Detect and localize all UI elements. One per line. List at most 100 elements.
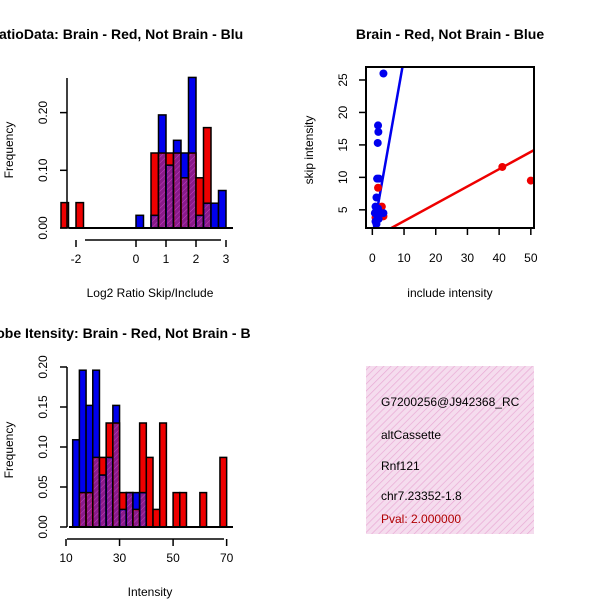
- not-brain-point: [374, 121, 383, 130]
- intensity-x-label: Intensity: [128, 585, 173, 599]
- overlap-hatch: [93, 458, 99, 527]
- not-brain-bar: [210, 202, 220, 229]
- not-brain-fit-line: [372, 67, 404, 228]
- brain-bar: [75, 201, 85, 229]
- brain-fit-line: [390, 148, 535, 228]
- overlap-hatch: [107, 458, 112, 527]
- y-tick-label: 0.20: [36, 101, 50, 125]
- overlap-hatch: [140, 493, 146, 527]
- x-tick-label: 10: [397, 251, 411, 265]
- not-brain-point: [372, 220, 381, 228]
- brain-bar: [152, 508, 161, 528]
- p-value: Pval: 2.000000: [381, 512, 461, 526]
- gene-name: Rnf121: [381, 459, 420, 473]
- info-panel-clip: G7200256@J942368_RC altCassette Rnf121 c…: [381, 395, 520, 526]
- intensity-y-label: Frequency: [2, 422, 16, 479]
- not-brain-point: [373, 138, 382, 147]
- overlap-hatch: [182, 178, 188, 228]
- brain-point: [498, 162, 507, 171]
- not-brain-point: [374, 127, 383, 136]
- intensity-chart-title: Probe Itensity: Brain - Red, Not Brain -…: [0, 325, 251, 341]
- scatter-plot-box: [365, 66, 535, 229]
- x-tick-label: 30: [461, 251, 475, 265]
- overlap-hatch: [159, 154, 165, 228]
- ratio-y-ticks: 0.00 0.10 0.20: [36, 101, 67, 240]
- overlap-hatch: [152, 216, 158, 228]
- overlap-hatch: [127, 493, 132, 527]
- x-tick-label: 0: [133, 252, 140, 266]
- brain-bar: [179, 491, 188, 528]
- brain-bar: [145, 456, 154, 528]
- genomic-location: chr7.23352-1.8: [381, 489, 462, 503]
- y-tick-label: 10: [336, 170, 350, 184]
- x-tick-label: 70: [220, 551, 234, 565]
- scatter-y-ticks: 5 10 15 20 25: [336, 73, 366, 213]
- not-brain-bar: [135, 214, 145, 229]
- scatter-y-label: skip intensity: [302, 116, 316, 185]
- brain-point: [374, 183, 383, 192]
- y-tick-label: 25: [336, 73, 350, 87]
- overlap-hatch: [204, 204, 210, 228]
- info-panel-hatch: [366, 366, 534, 534]
- x-tick-label: 0: [369, 251, 376, 265]
- probe-info-panel: G7200256@J942368_RC altCassette Rnf121 c…: [366, 366, 534, 534]
- brain-point: [526, 176, 535, 185]
- scatter-x-label: include intensity: [407, 286, 492, 300]
- y-tick-label: 5: [336, 206, 350, 213]
- intensity-x-ticks: 10 30 50 70: [59, 539, 234, 565]
- y-tick-label: 0.00: [36, 216, 50, 240]
- overlap-hatch: [174, 154, 180, 228]
- intensity-bars: [71, 369, 228, 528]
- x-tick-label: 2: [193, 252, 200, 266]
- ratio-histogram: RatioData: Brain - Red, Not Brain - Blu …: [0, 26, 243, 300]
- event-type: altCassette: [381, 428, 441, 442]
- y-tick-label: 0.05: [36, 475, 50, 499]
- overlap-hatch: [80, 493, 86, 527]
- ratio-x-label: Log2 Ratio Skip/Include: [87, 286, 214, 300]
- not-brain-bar: [71, 439, 81, 528]
- ratio-x-ticks: -2 0 1 2 3: [71, 240, 230, 266]
- x-tick-label: 50: [524, 251, 538, 265]
- x-tick-label: 20: [429, 251, 443, 265]
- scatter-chart-title: Brain - Red, Not Brain - Blue: [356, 26, 544, 42]
- probe-intensity-histogram: Probe Itensity: Brain - Red, Not Brain -…: [0, 325, 251, 599]
- x-tick-label: 50: [166, 551, 180, 565]
- x-tick-label: -2: [71, 252, 82, 266]
- y-tick-label: 0.10: [36, 435, 50, 459]
- y-tick-label: 0.10: [36, 158, 50, 182]
- x-tick-label: 30: [113, 551, 127, 565]
- not-brain-point: [379, 209, 388, 218]
- overlap-hatch: [133, 510, 139, 527]
- y-tick-label: 20: [336, 105, 350, 119]
- x-tick-label: 1: [163, 252, 170, 266]
- overlap-hatch: [120, 510, 126, 527]
- not-brain-point: [370, 209, 379, 218]
- brain-bar: [172, 491, 181, 528]
- scatter-fit-lines: [372, 67, 535, 228]
- ratio-bars: [60, 76, 227, 229]
- overlap-hatch: [167, 166, 173, 228]
- scatter-points: [370, 69, 535, 228]
- y-tick-label: 0.15: [36, 395, 50, 419]
- overlap-hatch: [189, 154, 195, 228]
- scatter-x-ticks: 0 10 20 30 40 50: [369, 228, 538, 265]
- not-brain-point: [379, 69, 388, 78]
- intensity-y-ticks: 0.00 0.05 0.10 0.15 0.20: [36, 355, 67, 539]
- not-brain-point: [374, 174, 383, 183]
- brain-bar: [158, 422, 168, 528]
- overlap-hatch: [100, 476, 106, 527]
- ratio-chart-title: RatioData: Brain - Red, Not Brain - Blu: [0, 26, 243, 42]
- intensity-scatter: Brain - Red, Not Brain - Blue 0 10 20 30 40 5…: [302, 26, 544, 300]
- not-brain-point: [372, 193, 381, 202]
- overlap-hatch: [113, 424, 119, 527]
- x-tick-label: 40: [492, 251, 506, 265]
- x-tick-label: 3: [223, 252, 230, 266]
- overlap-hatch: [197, 216, 203, 228]
- brain-bar: [199, 491, 208, 528]
- overlap-hatch: [87, 493, 92, 527]
- y-tick-label: 15: [336, 138, 350, 152]
- y-tick-label: 0.00: [36, 515, 50, 539]
- probe-id: G7200256@J942368_RC: [381, 395, 520, 409]
- not-brain-bar: [217, 189, 227, 229]
